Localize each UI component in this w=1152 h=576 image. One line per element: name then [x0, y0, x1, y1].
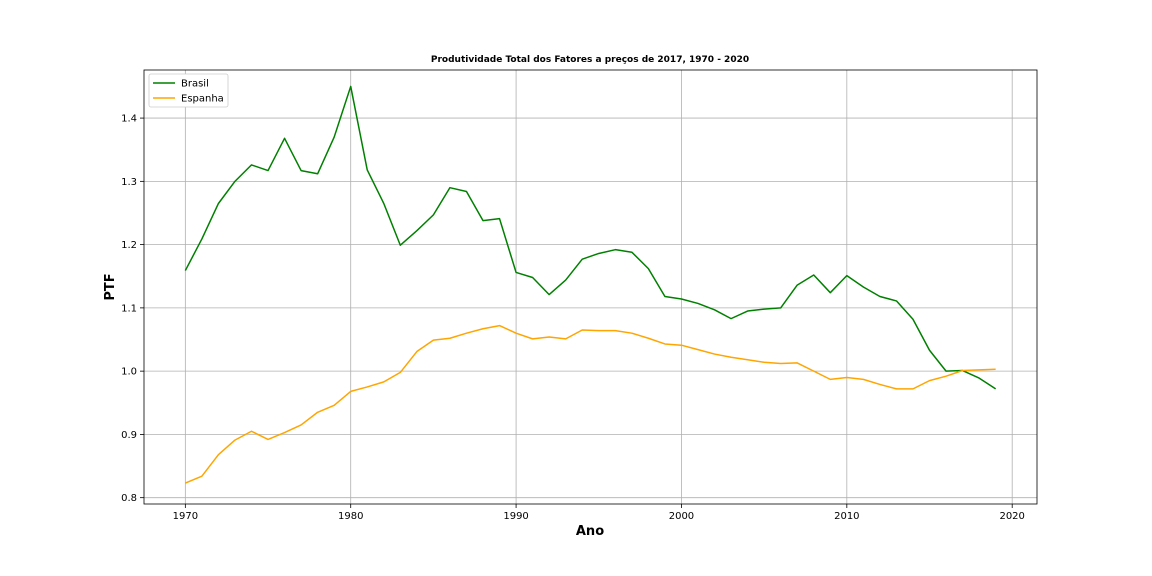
y-axis-label: PTF [103, 273, 118, 300]
y-tick-label: 1.4 [121, 114, 137, 125]
legend: Brasil Espanha [148, 73, 229, 108]
x-tick-label: 2010 [834, 511, 859, 522]
grid-lines [144, 70, 1037, 504]
x-tick-label: 1980 [338, 511, 363, 522]
chart-title: Produtividade Total dos Fatores a preços… [431, 55, 749, 65]
y-tick-label: 1.2 [121, 240, 137, 251]
plot-frame [143, 69, 1038, 505]
legend-label-espanha: Espanha [181, 94, 224, 105]
legend-label-brasil: Brasil [181, 79, 209, 90]
x-tick-label: 1970 [173, 511, 198, 522]
series-line-espanha [185, 324, 996, 484]
x-axis-ticks: 1970 1980 1990 2000 2010 2020 [173, 504, 1025, 522]
series-line-brasil [184, 85, 997, 390]
series-lines [184, 85, 997, 484]
y-axis-ticks: 0.8 0.9 1.0 1.1 1.2 1.3 1.4 [121, 114, 144, 504]
x-tick-label: 2020 [999, 511, 1024, 522]
y-tick-label: 1.0 [121, 367, 137, 378]
x-tick-label: 1990 [503, 511, 528, 522]
x-tick-label: 2000 [669, 511, 694, 522]
y-tick-label: 0.8 [121, 493, 137, 504]
x-axis-label: Ano [576, 524, 604, 539]
y-tick-label: 1.1 [121, 303, 137, 314]
y-tick-label: 0.9 [121, 430, 137, 441]
y-tick-label: 1.3 [121, 177, 137, 188]
